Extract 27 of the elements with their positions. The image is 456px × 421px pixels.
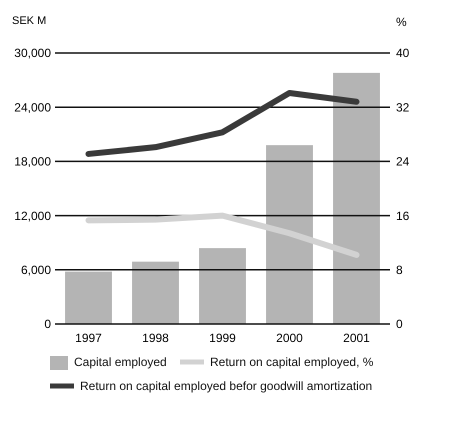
bar: [266, 145, 313, 324]
y2-tick-label: 40: [396, 46, 410, 60]
y-tick-label: 18,000: [14, 154, 52, 169]
y-tick-label: 24,000: [14, 100, 52, 114]
bar: [65, 272, 112, 324]
y2-axis-title: %: [396, 15, 407, 29]
y-tick-label: 6,000: [20, 263, 52, 277]
bar: [132, 262, 179, 324]
y-tick-label: 0: [44, 317, 52, 332]
x-tick-label: 1999: [209, 331, 236, 345]
x-tick-label: 2001: [343, 331, 370, 345]
y2-tick-label: 16: [396, 208, 410, 223]
bar: [199, 248, 246, 324]
x-tick-label: 1997: [75, 331, 102, 345]
legend-label: Capital employed: [74, 355, 167, 369]
y2-tick-label: 24: [396, 154, 410, 169]
y-tick-label: 30,000: [14, 46, 52, 60]
bar: [333, 72, 380, 324]
legend-label: Return on capital employed befor goodwill amortization: [80, 379, 372, 393]
y2-tick-label: 0: [396, 317, 403, 332]
x-tick-label: 1998: [142, 331, 170, 345]
y-axis-title: SEK M: [12, 15, 46, 27]
y2-tick-label: 32: [396, 100, 410, 114]
y2-tick-label: 8: [396, 263, 403, 277]
y-tick-label: 12,000: [14, 208, 52, 223]
legend-label: Return on capital employed, %: [210, 355, 374, 369]
x-tick-label: 2000: [276, 331, 304, 345]
